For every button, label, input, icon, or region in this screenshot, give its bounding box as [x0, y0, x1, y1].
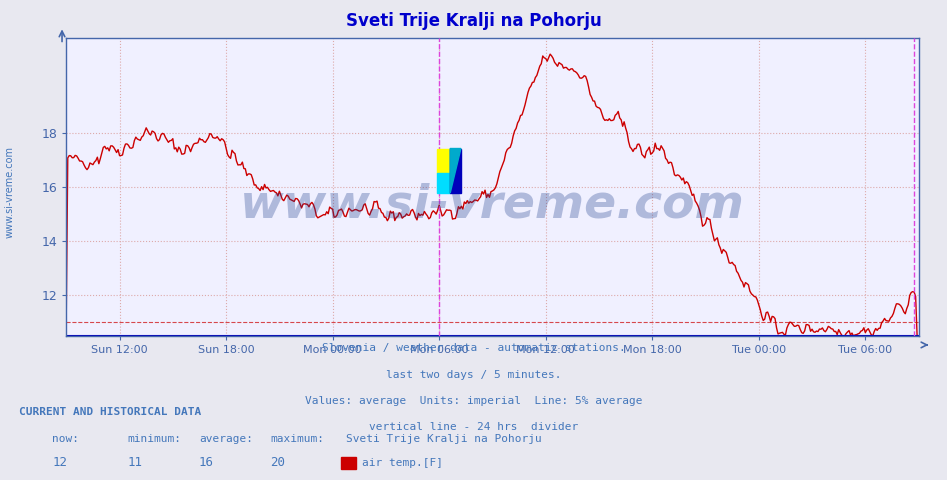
Bar [450, 148, 461, 193]
Text: 20: 20 [270, 456, 285, 468]
Text: Sveti Trije Kralji na Pohorju: Sveti Trije Kralji na Pohorju [346, 433, 542, 444]
Text: maximum:: maximum: [270, 433, 324, 444]
Text: minimum:: minimum: [128, 433, 182, 444]
Text: Sveti Trije Kralji na Pohorju: Sveti Trije Kralji na Pohorju [346, 12, 601, 30]
Text: vertical line - 24 hrs  divider: vertical line - 24 hrs divider [369, 422, 578, 432]
Text: 12: 12 [52, 456, 67, 468]
Text: 16: 16 [199, 456, 214, 468]
Text: CURRENT AND HISTORICAL DATA: CURRENT AND HISTORICAL DATA [19, 407, 201, 417]
Text: Slovenia / weather data - automatic stations.: Slovenia / weather data - automatic stat… [322, 343, 625, 353]
Text: www.si-vreme.com: www.si-vreme.com [240, 182, 745, 228]
Text: air temp.[F]: air temp.[F] [362, 457, 443, 468]
Bar [437, 148, 450, 173]
Bar [437, 173, 450, 193]
Text: now:: now: [52, 433, 80, 444]
Text: Values: average  Units: imperial  Line: 5% average: Values: average Units: imperial Line: 5%… [305, 396, 642, 406]
Text: average:: average: [199, 433, 253, 444]
Text: www.si-vreme.com: www.si-vreme.com [5, 146, 14, 238]
Polygon shape [450, 148, 461, 193]
Text: last two days / 5 minutes.: last two days / 5 minutes. [385, 370, 562, 380]
Text: 11: 11 [128, 456, 143, 468]
